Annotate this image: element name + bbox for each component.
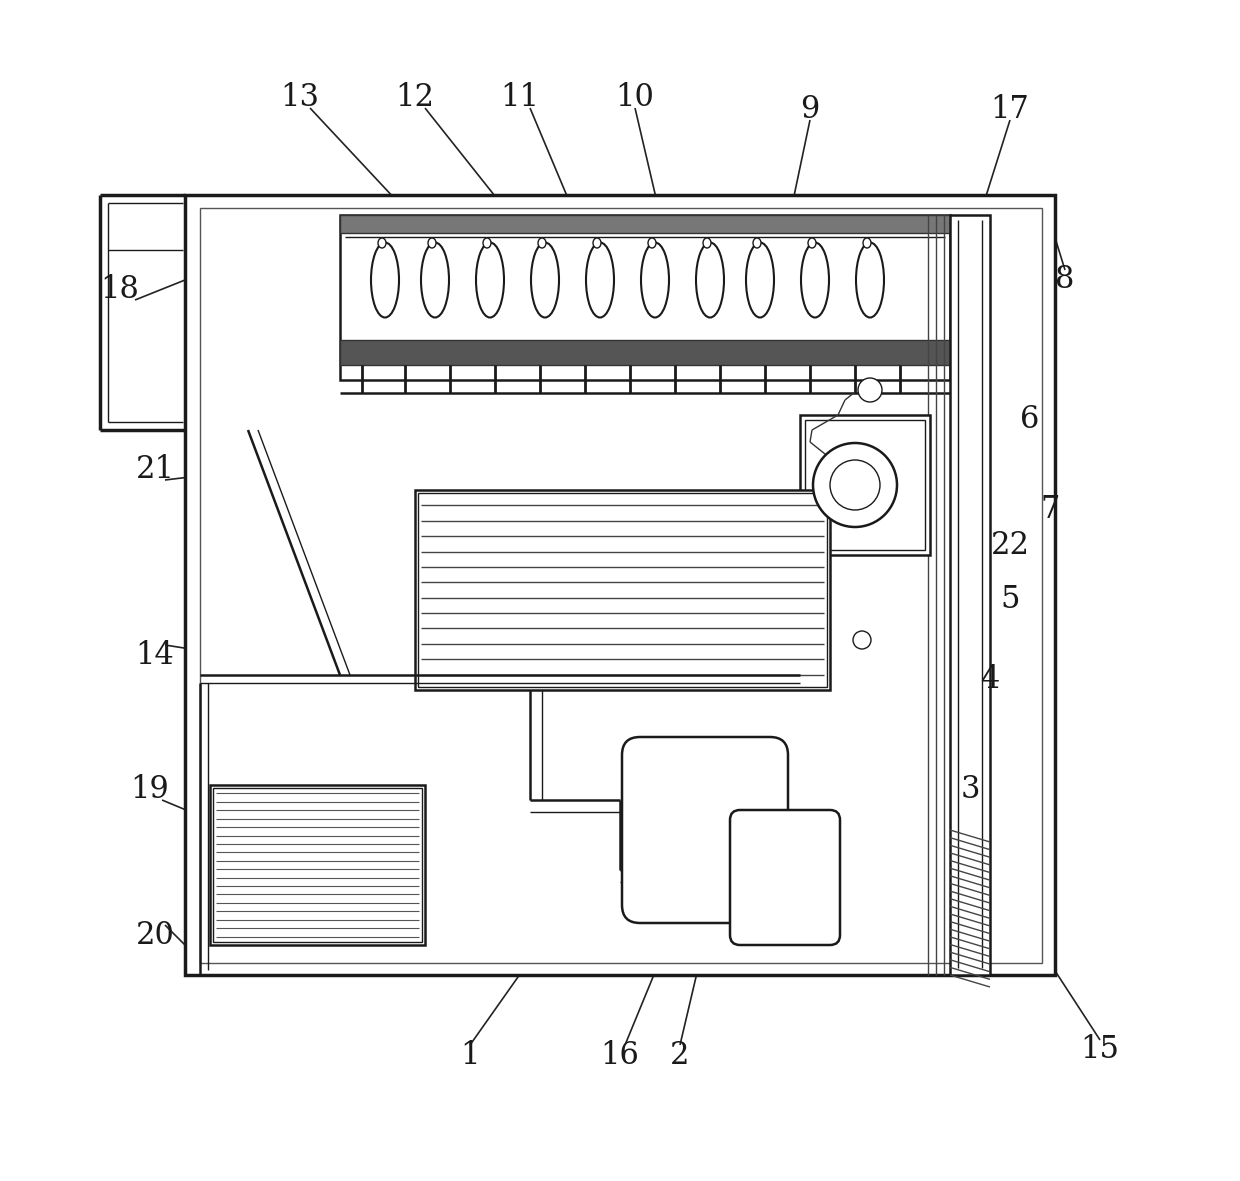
Text: 7: 7 xyxy=(1040,495,1060,526)
Ellipse shape xyxy=(593,239,601,248)
Text: 6: 6 xyxy=(1021,405,1039,436)
Text: 17: 17 xyxy=(991,94,1029,125)
Ellipse shape xyxy=(484,239,491,248)
Ellipse shape xyxy=(371,242,399,318)
Circle shape xyxy=(830,461,880,510)
Ellipse shape xyxy=(641,242,670,318)
Bar xyxy=(340,215,950,233)
Ellipse shape xyxy=(538,239,546,248)
Bar xyxy=(950,215,990,976)
FancyBboxPatch shape xyxy=(622,737,787,924)
Circle shape xyxy=(858,378,882,402)
Text: 5: 5 xyxy=(1001,585,1019,615)
Ellipse shape xyxy=(531,242,559,318)
Text: 2: 2 xyxy=(671,1039,689,1070)
Text: 13: 13 xyxy=(280,83,320,113)
Text: 21: 21 xyxy=(135,455,175,485)
Bar xyxy=(418,492,827,687)
Bar xyxy=(415,490,830,690)
Text: 4: 4 xyxy=(981,665,999,696)
Ellipse shape xyxy=(696,242,724,318)
Ellipse shape xyxy=(703,239,711,248)
Ellipse shape xyxy=(649,239,656,248)
Ellipse shape xyxy=(801,242,830,318)
Bar xyxy=(210,785,425,945)
Ellipse shape xyxy=(753,239,761,248)
Ellipse shape xyxy=(476,242,503,318)
Text: 10: 10 xyxy=(615,83,655,113)
Ellipse shape xyxy=(746,242,774,318)
Bar xyxy=(805,420,925,550)
Text: 18: 18 xyxy=(100,274,139,306)
Bar xyxy=(665,795,745,844)
Bar xyxy=(340,215,950,380)
Ellipse shape xyxy=(378,239,386,248)
Text: 20: 20 xyxy=(135,920,175,951)
FancyBboxPatch shape xyxy=(730,810,839,945)
Text: 19: 19 xyxy=(130,775,170,805)
Ellipse shape xyxy=(587,242,614,318)
Text: 9: 9 xyxy=(800,94,820,125)
Circle shape xyxy=(853,631,870,650)
Ellipse shape xyxy=(808,239,816,248)
Bar xyxy=(340,340,950,365)
Text: 12: 12 xyxy=(396,83,434,113)
Ellipse shape xyxy=(428,239,436,248)
Bar xyxy=(200,208,1042,963)
Circle shape xyxy=(813,443,897,527)
Text: 16: 16 xyxy=(600,1039,640,1070)
Bar xyxy=(185,195,1055,976)
Text: 14: 14 xyxy=(135,639,175,671)
Ellipse shape xyxy=(422,242,449,318)
Text: 11: 11 xyxy=(501,83,539,113)
Text: 22: 22 xyxy=(991,529,1029,561)
Text: 15: 15 xyxy=(1080,1035,1120,1065)
Text: 1: 1 xyxy=(460,1039,480,1070)
Text: 8: 8 xyxy=(1055,265,1075,295)
Text: 3: 3 xyxy=(960,775,980,805)
Bar xyxy=(800,415,930,555)
Ellipse shape xyxy=(856,242,884,318)
Ellipse shape xyxy=(863,239,870,248)
Bar xyxy=(213,788,422,942)
